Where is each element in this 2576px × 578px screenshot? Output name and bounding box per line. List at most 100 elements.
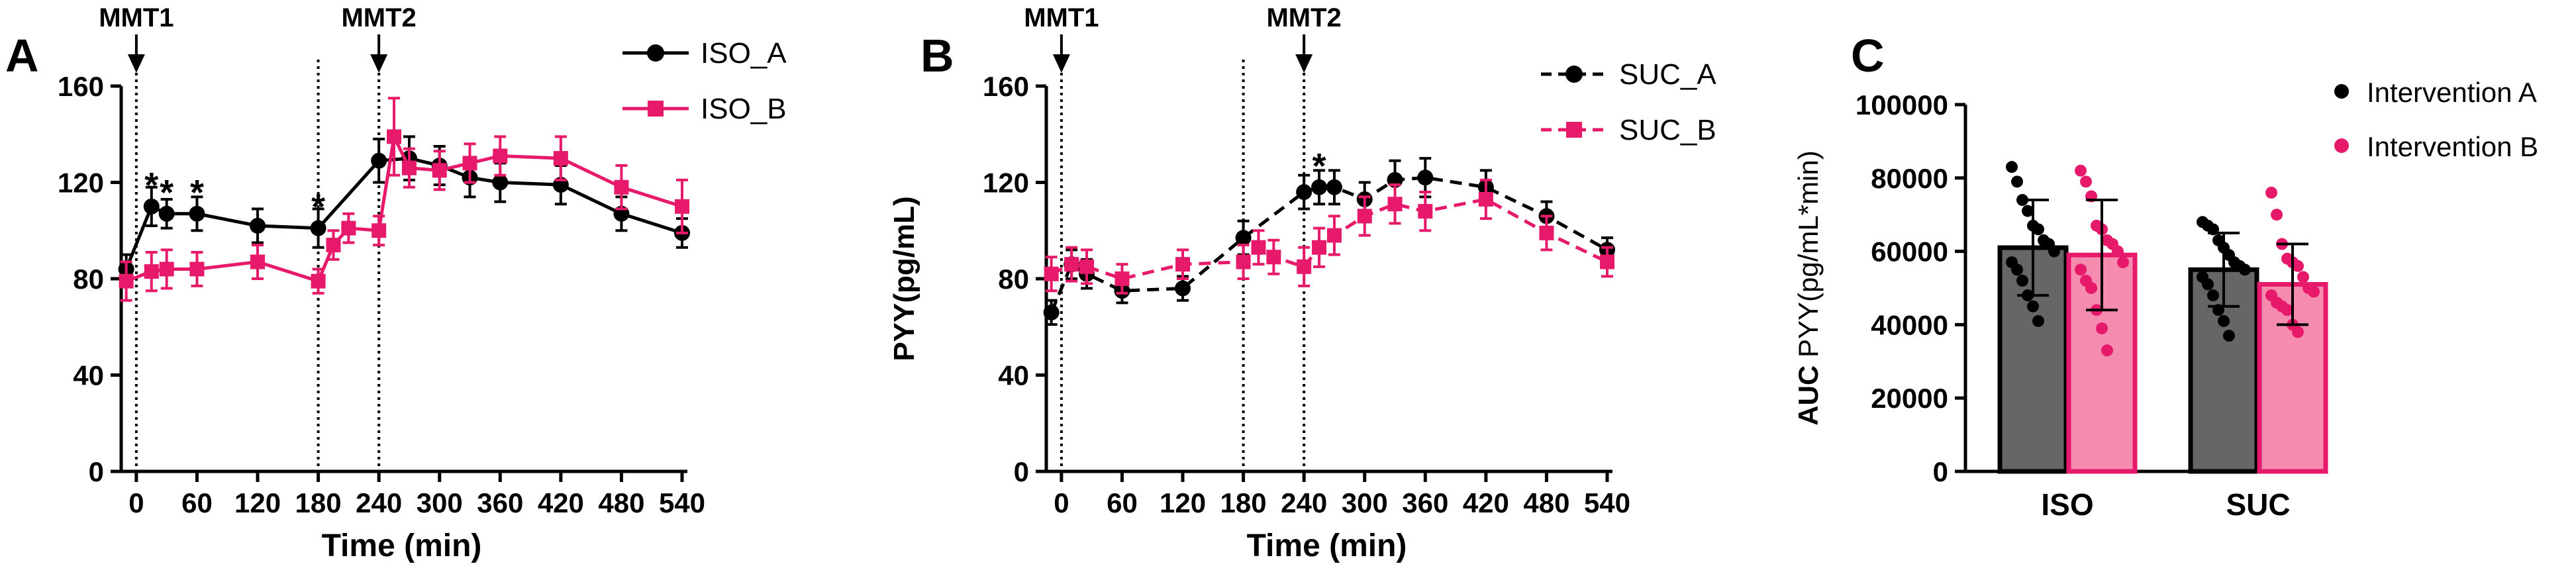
data-point — [1236, 254, 1251, 269]
x-tick-label: 360 — [1402, 487, 1448, 518]
data-point — [1539, 225, 1554, 240]
data-point — [371, 152, 387, 169]
data-point — [1115, 271, 1130, 286]
y-tick-label: 120 — [58, 168, 104, 199]
individual-point — [2207, 289, 2219, 302]
data-point — [1311, 179, 1328, 195]
legend-label: SUC_A — [1619, 58, 1716, 91]
y-tick-label: 80000 — [1871, 163, 1948, 194]
data-point — [1064, 257, 1079, 272]
meal-label: MMT1 — [99, 3, 173, 32]
individual-point — [2223, 330, 2235, 342]
significance-star: * — [311, 187, 325, 227]
legend-label: SUC_B — [1619, 114, 1716, 146]
y-tick-label: 40 — [73, 360, 104, 391]
data-point — [1478, 191, 1493, 207]
individual-point — [2016, 274, 2028, 287]
individual-point — [2027, 300, 2039, 313]
meal-arrow-head — [1052, 54, 1070, 73]
data-point — [1043, 304, 1060, 320]
individual-point — [2292, 260, 2304, 272]
data-point — [432, 163, 447, 178]
panel-letter: A — [5, 30, 39, 81]
series-line — [1050, 175, 1609, 313]
y-tick-label: 0 — [1014, 456, 1029, 487]
data-point — [119, 273, 134, 289]
data-point — [326, 238, 341, 253]
x-tick-label: 480 — [1523, 487, 1569, 518]
x-tick-label: 540 — [659, 487, 705, 518]
legend-marker — [647, 44, 664, 62]
individual-point — [2075, 264, 2087, 276]
data-point — [1326, 179, 1342, 195]
individual-point — [2292, 326, 2304, 338]
individual-point — [2011, 175, 2023, 188]
data-point — [341, 220, 356, 236]
individual-point — [2085, 282, 2097, 294]
legend-marker — [1566, 122, 1582, 138]
x-tick-label: 300 — [1342, 487, 1388, 518]
data-point — [1079, 259, 1095, 274]
data-point — [250, 254, 266, 269]
y-axis-label: PYY(pg/mL) — [888, 196, 920, 361]
data-point — [1417, 169, 1434, 186]
x-axis-label: Time (min) — [322, 528, 482, 563]
data-point — [614, 179, 629, 195]
y-tick-label: 160 — [983, 71, 1029, 102]
y-tick-label: 80 — [73, 264, 104, 295]
data-point — [189, 262, 205, 277]
y-tick-label: 160 — [58, 71, 104, 102]
data-point — [1387, 197, 1403, 212]
individual-point — [2032, 223, 2044, 236]
data-point — [1175, 257, 1191, 272]
y-tick-label: 40000 — [1871, 309, 1948, 340]
individual-point — [2112, 245, 2124, 258]
data-point — [387, 129, 402, 144]
data-point — [401, 160, 417, 175]
individual-point — [2271, 209, 2283, 221]
individual-point — [2308, 285, 2320, 298]
x-tick-label: 300 — [417, 487, 463, 518]
y-tick-label: 120 — [983, 168, 1029, 199]
individual-point — [2011, 264, 2023, 276]
data-point — [1418, 204, 1433, 219]
panel-letter: C — [1851, 30, 1885, 81]
y-tick-label: 60000 — [1871, 236, 1948, 267]
individual-point — [2101, 344, 2113, 357]
data-point — [1175, 280, 1191, 297]
significance-star: * — [190, 173, 204, 213]
meal-label: MMT1 — [1024, 3, 1099, 32]
category-label: ISO — [2041, 487, 2093, 522]
data-point — [311, 273, 326, 289]
data-point — [1251, 240, 1266, 255]
panel-letter: B — [920, 30, 954, 81]
data-point — [159, 262, 174, 277]
category-label: SUC — [2226, 487, 2290, 522]
legend-label: ISO_B — [701, 93, 787, 125]
data-point — [372, 223, 387, 238]
individual-point — [2297, 271, 2309, 283]
data-point — [493, 148, 508, 164]
legend-marker — [2334, 84, 2349, 99]
individual-point — [2075, 164, 2087, 177]
panel-a: 0 40 80 120 160 0 60 120 180 240 300 360 420 480 540 Ti… — [5, 3, 787, 563]
data-point — [1600, 254, 1614, 269]
data-point — [492, 174, 509, 191]
x-tick-label: 120 — [234, 487, 281, 518]
y-tick-label: 0 — [89, 456, 104, 487]
individual-point — [2202, 278, 2214, 291]
data-point — [158, 205, 175, 222]
y-tick-label: 80 — [998, 264, 1029, 295]
individual-point — [2006, 161, 2018, 173]
data-point — [310, 220, 326, 236]
individual-point — [2281, 304, 2293, 316]
individual-point — [2239, 264, 2251, 276]
individual-point — [2080, 175, 2092, 188]
x-tick-label: 60 — [181, 487, 213, 518]
individual-point — [2265, 186, 2277, 199]
individual-point — [2117, 256, 2129, 269]
data-point — [1297, 259, 1312, 274]
individual-point — [2048, 245, 2060, 258]
data-point — [144, 264, 159, 279]
data-point — [189, 205, 205, 222]
